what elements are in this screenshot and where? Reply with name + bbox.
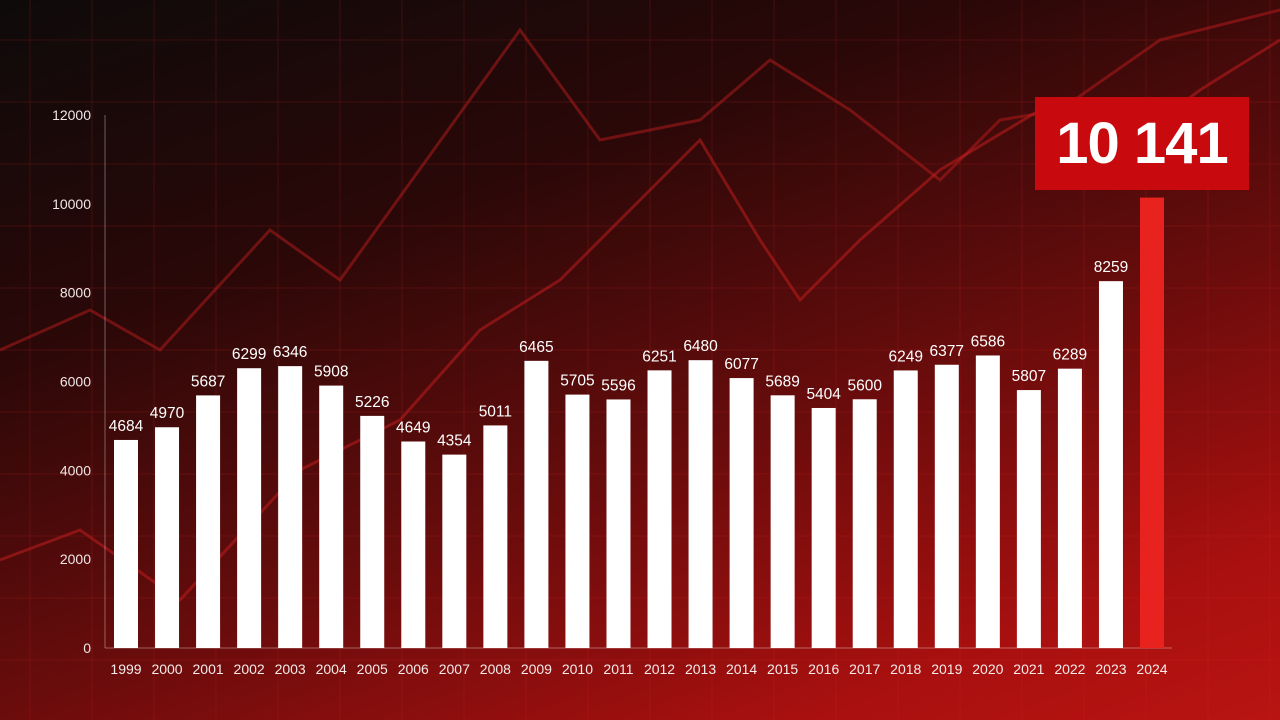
data-label: 4970 [150,405,185,422]
data-label: 4354 [437,433,472,450]
data-label: 6077 [724,356,758,373]
x-tick-label: 2010 [562,661,593,677]
x-tick-label: 2013 [685,661,716,677]
bar [811,407,836,648]
x-tick-label: 1999 [110,661,141,677]
y-tick-label: 2000 [60,551,91,567]
data-label: 4684 [109,418,144,435]
data-label: 5226 [355,394,389,411]
highlight-value-box: 10 141 [1035,97,1249,190]
x-tick-label: 2012 [644,661,675,677]
data-label: 5705 [560,373,594,390]
data-label: 5689 [765,373,799,390]
x-tick-label: 2014 [726,661,757,677]
bar [1016,390,1041,648]
bar [278,366,303,648]
bar [1057,368,1082,648]
bar [237,368,262,648]
bar [893,370,918,648]
x-tick-label: 2018 [890,661,921,677]
x-tick-label: 2017 [849,661,880,677]
bar [196,395,221,648]
data-label: 6289 [1053,347,1087,364]
x-tick-label: 2022 [1054,661,1085,677]
data-label: 6346 [273,344,307,361]
x-tick-label: 2002 [234,661,265,677]
data-label: 5596 [601,377,635,394]
highlight-bar [1140,197,1164,648]
bar [565,394,590,648]
bar [114,439,138,648]
data-label: 4649 [396,420,430,437]
data-label: 6586 [971,333,1005,350]
y-tick-label: 4000 [60,462,91,478]
bar [1098,281,1123,648]
x-tick-label: 2011 [603,661,633,677]
bar [524,360,549,648]
y-tick-label: 0 [83,640,91,656]
bar [483,425,508,648]
data-label: 5011 [479,403,512,420]
bar [442,454,467,648]
bar [155,427,180,648]
bar [975,355,1000,648]
highlight-value: 10 141 [1056,111,1228,176]
bar [401,441,426,648]
bar [647,370,672,648]
bar [770,395,795,648]
bar [688,360,713,648]
x-tick-label: 2001 [193,661,224,677]
x-tick-label: 2021 [1013,661,1044,677]
x-tick-label: 2003 [275,661,306,677]
x-tick-label: 2023 [1095,661,1126,677]
bar [360,415,385,648]
data-label: 8259 [1094,259,1128,276]
data-label: 5807 [1012,368,1046,385]
x-tick-label: 2015 [767,661,798,677]
data-label: 5908 [314,364,348,381]
bar [852,399,877,648]
y-tick-label: 10000 [52,196,91,212]
x-tick-label: 2004 [316,661,347,677]
bar [606,399,631,648]
data-label: 6249 [889,348,923,365]
data-label: 5600 [847,377,882,394]
data-label: 5687 [191,373,225,390]
y-tick-label: 8000 [60,285,91,301]
x-tick-label: 2016 [808,661,839,677]
x-tick-label: 2000 [151,661,182,677]
x-tick-label: 2009 [521,661,552,677]
bar [729,378,754,648]
data-label: 6251 [642,348,676,365]
data-label: 6465 [519,339,553,356]
bar [319,385,344,648]
data-label: 5404 [806,386,841,403]
y-tick-label: 12000 [52,107,91,123]
y-tick-label: 6000 [60,374,91,390]
x-tick-label: 2019 [931,661,962,677]
data-label: 6299 [232,346,266,363]
x-tick-label: 2006 [398,661,429,677]
x-tick-label: 2005 [357,661,388,677]
data-label: 6377 [930,343,964,360]
data-label: 6480 [683,338,718,355]
x-tick-label: 2008 [480,661,511,677]
x-tick-label: 2024 [1136,661,1167,677]
bar [934,364,959,648]
x-tick-label: 2020 [972,661,1003,677]
x-tick-label: 2007 [439,661,470,677]
